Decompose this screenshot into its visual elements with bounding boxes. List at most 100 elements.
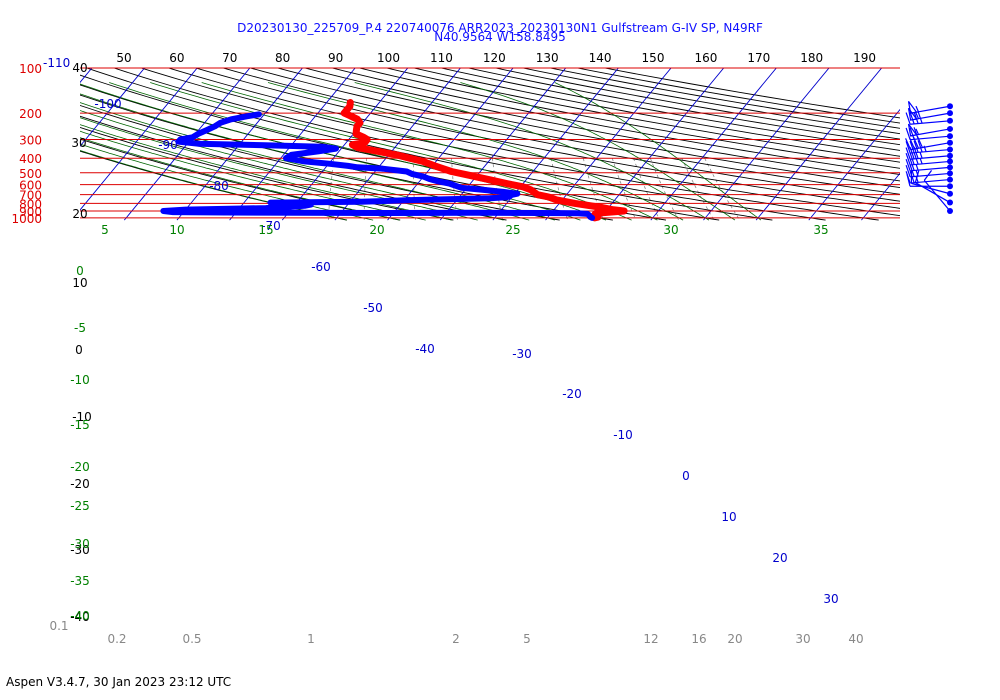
wind-barb-full	[913, 140, 919, 153]
top-scale-label: 140	[589, 51, 612, 65]
top-scale-label: 80	[275, 51, 290, 65]
mixing-ratio-label: 2	[452, 632, 460, 646]
dewpoint-profile	[160, 111, 596, 221]
wind-barb-half	[923, 145, 927, 152]
wind-barb-full	[909, 147, 915, 160]
top-scale-label: 60	[169, 51, 184, 65]
dry-adiabat	[330, 68, 900, 176]
top-scale-label: 170	[747, 51, 770, 65]
temperature-profile	[340, 99, 628, 222]
wind-barb	[905, 152, 953, 166]
wind-barb-full	[909, 152, 915, 165]
wind-barb-full	[905, 147, 911, 160]
dry-adiabat	[194, 68, 900, 209]
wind-barb-full	[905, 165, 911, 178]
wind-barb-full	[916, 136, 923, 148]
wind-barb-staff	[910, 178, 951, 184]
top-scale-label: 100	[377, 51, 400, 65]
wind-barb-half	[919, 152, 923, 159]
pressure-label-300: 300	[19, 134, 42, 148]
moist-adiabat	[354, 82, 710, 221]
dry-adiabat	[248, 68, 900, 195]
left-scale-label: 10	[72, 276, 87, 290]
isotherm-line	[808, 108, 900, 221]
moist-adiabat	[554, 82, 762, 221]
moist-adiabat	[267, 82, 684, 221]
moist-label-top: 25	[505, 223, 520, 237]
wind-barb	[905, 158, 953, 172]
isotherm-line	[80, 68, 146, 147]
wind-barb-staff	[910, 166, 951, 172]
moist-label-top: 30	[663, 223, 678, 237]
mixing-ratio-label: 1	[307, 632, 315, 646]
wind-barb-full	[912, 136, 920, 149]
isotherm-label: -100	[94, 97, 121, 111]
wind-barb-full	[914, 170, 920, 183]
pressure-label-200: 200	[19, 107, 42, 121]
mixing-ratio-line	[704, 158, 740, 221]
moist-label-left: -25	[70, 499, 90, 513]
mixing-ratio-label: 16	[691, 632, 706, 646]
pressure-label-800: 800	[19, 197, 42, 211]
wind-barb	[907, 101, 953, 114]
mixing-ratio-label: 40	[848, 632, 863, 646]
left-scale-label: -40	[70, 610, 90, 624]
moist-adiabat	[80, 130, 426, 221]
wind-barb-full	[917, 140, 923, 153]
dry-adiabat	[80, 126, 454, 221]
left-scale-label: -10	[72, 410, 92, 424]
dry-adiabat	[384, 68, 900, 163]
dry-adiabat	[520, 68, 900, 135]
wind-barb	[905, 140, 953, 154]
top-scale-label: 90	[328, 51, 343, 65]
top-scale-label: 110	[430, 51, 453, 65]
moist-adiabat	[80, 150, 347, 221]
moist-label-top: 35	[813, 223, 828, 237]
isotherm-label: 20	[772, 551, 787, 565]
wind-barb-full	[905, 112, 911, 125]
moist-adiabat	[80, 93, 555, 221]
top-scale-label: 190	[853, 51, 876, 65]
isotherm-label: 10	[721, 510, 736, 524]
wind-barb	[914, 170, 953, 206]
left-scale-label: 0	[75, 343, 83, 357]
wind-barb-full	[913, 111, 919, 124]
moist-adiabat	[80, 102, 530, 221]
moist-adiabat	[80, 124, 452, 221]
wind-barb-full	[917, 111, 923, 124]
wind-barb-staff	[910, 148, 951, 154]
top-scale-label: 150	[642, 51, 665, 65]
pressure-label-1000: 1000	[11, 212, 42, 226]
wind-barb-flag	[907, 101, 918, 114]
dry-adiabat	[221, 68, 900, 202]
pressure-label-500: 500	[19, 167, 42, 181]
dry-adiabat	[466, 68, 900, 146]
top-scale-label: 120	[483, 51, 506, 65]
moist-label-left: -10	[70, 373, 90, 387]
mixing-ratio-label: 0.1	[49, 619, 68, 633]
dry-adiabat	[303, 68, 900, 182]
wind-barb-full	[909, 140, 915, 153]
isotherm-label: -60	[311, 260, 331, 274]
dry-adiabat	[80, 115, 507, 221]
isotherm-label: -50	[363, 301, 383, 315]
wind-barb-flag	[907, 107, 918, 121]
mixing-ratio-label: 0.2	[107, 632, 126, 646]
moist-adiabat	[80, 110, 504, 221]
moist-label-left: -5	[74, 321, 86, 335]
moist-label-top: 10	[169, 223, 184, 237]
mixing-ratio-label: 20	[727, 632, 742, 646]
isotherm-line	[861, 172, 900, 221]
wind-barb-full	[913, 146, 919, 159]
wind-barb-half	[915, 105, 920, 113]
dry-adiabat	[357, 68, 900, 169]
footer-version: Aspen V3.4.7, 30 Jan 2023 23:12 UTC	[6, 675, 232, 689]
dry-adiabat	[275, 68, 900, 188]
wind-barb-full	[905, 153, 911, 166]
isotherm-label: 30	[823, 592, 838, 606]
moist-label-top: 15	[258, 223, 273, 237]
wind-barb-full	[923, 170, 933, 181]
left-scale-label: -30	[70, 543, 90, 557]
wind-barb-staff	[915, 182, 951, 204]
wind-barb	[907, 107, 953, 121]
